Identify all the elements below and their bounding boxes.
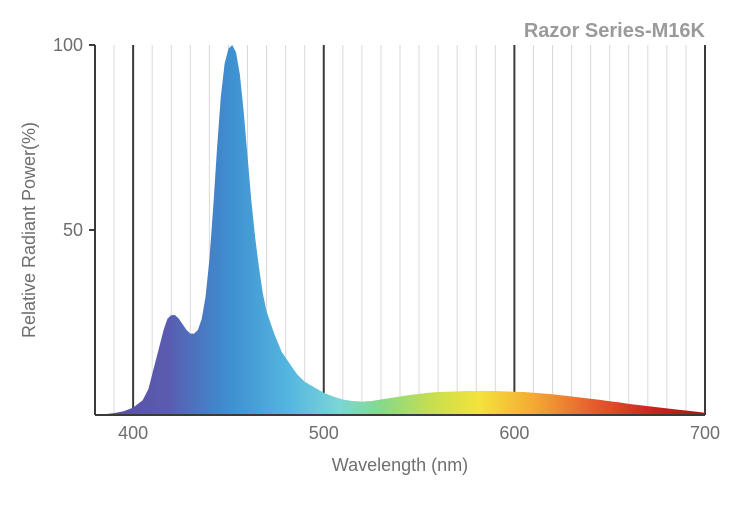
chart-title: Razor Series-M16K: [524, 20, 706, 42]
y-tick-label: 50: [63, 220, 83, 240]
x-tick-label: 700: [690, 423, 720, 443]
x-tick-label: 400: [118, 423, 148, 443]
y-tick-label: 100: [53, 35, 83, 55]
spectrum-chart: 400 500 600 700 50 100 Wavelength (nm) Relative…: [0, 0, 735, 513]
x-tick-label: 500: [309, 423, 339, 443]
x-axis-label: Wavelength (nm): [332, 455, 468, 475]
y-axis-label: Relative Radiant Power(%): [19, 122, 39, 338]
x-tick-label: 600: [499, 423, 529, 443]
